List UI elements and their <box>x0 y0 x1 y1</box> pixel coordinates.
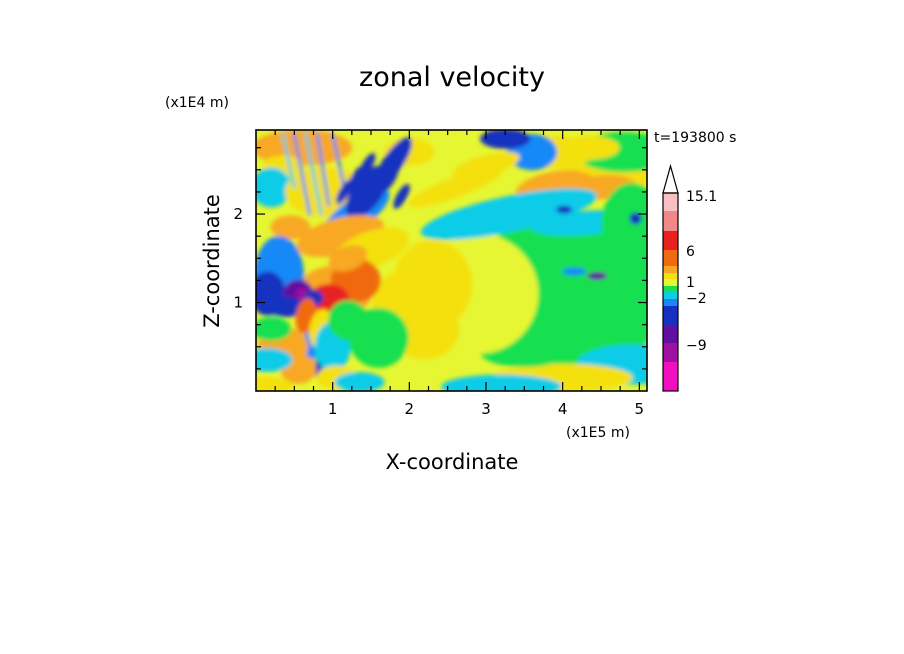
field-contour <box>393 183 410 209</box>
x-tick-label: 2 <box>405 400 415 418</box>
y-axis-label: Z-coordinate <box>200 194 224 328</box>
y-tick-label: 2 <box>233 205 243 223</box>
y-axis: 12 <box>233 147 647 370</box>
field-contour <box>452 152 520 179</box>
colorbar-frame <box>662 192 679 392</box>
plot-area <box>256 130 647 391</box>
x-axis-label: X-coordinate <box>386 450 519 474</box>
colorbar-swatch <box>663 362 678 391</box>
colorbar-swatch <box>663 326 678 343</box>
colorbar-swatch <box>663 266 678 273</box>
field-contour <box>331 132 346 189</box>
x-tick-label: 5 <box>635 400 645 418</box>
colorbar-label: 6 <box>686 244 695 260</box>
colorbar-swatch <box>663 306 678 326</box>
field-contour <box>556 205 573 214</box>
field-contour <box>480 130 531 149</box>
field-contour <box>629 212 642 225</box>
field-contour <box>408 167 503 208</box>
field-contour <box>441 374 562 391</box>
velocity-field <box>256 130 647 391</box>
field-contour <box>334 372 385 391</box>
field-contour <box>562 267 587 276</box>
field-contour <box>270 215 311 240</box>
field-contour <box>256 317 292 342</box>
colorbar-label: 1 <box>686 275 695 291</box>
y-tick-label: 1 <box>233 294 243 312</box>
colorbar-swatch <box>663 250 678 266</box>
field-contour <box>328 245 368 272</box>
field-contour <box>292 132 312 216</box>
colorbar-swatch <box>663 292 678 299</box>
colorbar-swatch <box>663 343 678 362</box>
colorbar-swatch <box>663 273 678 279</box>
field-contour <box>315 132 331 207</box>
time-label: t=193800 s <box>654 130 736 146</box>
field-contour <box>268 296 305 317</box>
field-contour <box>420 188 598 240</box>
field-contour <box>256 348 293 373</box>
colorbar-swatch <box>663 211 678 231</box>
field-contour <box>348 307 409 368</box>
colorbar-extend-arrow <box>662 163 679 194</box>
plot-frame <box>255 129 648 392</box>
colorbar-swatch <box>663 279 678 286</box>
field-contour <box>381 166 399 192</box>
colorbar: 15.1 6 1−2 −9 <box>662 163 717 392</box>
x-axis: 1 2 3 4 5 <box>274 130 645 418</box>
x-tick-label: 4 <box>558 400 568 418</box>
colorbar-swatch <box>663 231 678 250</box>
x-multiplier: (x1E5 m) <box>566 425 630 441</box>
field-contour <box>256 167 292 208</box>
field-contour <box>587 271 608 280</box>
colorbar-label: −9 <box>686 338 707 354</box>
field-contour <box>304 132 323 216</box>
colorbar-label: −2 <box>686 291 707 307</box>
field-contour <box>601 182 647 263</box>
colorbar-label: 15.1 <box>686 189 717 205</box>
field-contour <box>358 153 376 178</box>
field-contour <box>371 161 389 187</box>
field-contour <box>281 132 296 189</box>
colorbar-swatch <box>663 299 678 306</box>
colorbar-swatch <box>663 286 678 292</box>
colorbar-swatch <box>663 193 678 211</box>
x-tick-label: 1 <box>328 400 338 418</box>
chart-title: zonal velocity <box>359 62 545 93</box>
field-contour <box>256 376 294 391</box>
x-tick-label: 3 <box>481 400 491 418</box>
y-multiplier: (x1E4 m) <box>165 95 229 111</box>
